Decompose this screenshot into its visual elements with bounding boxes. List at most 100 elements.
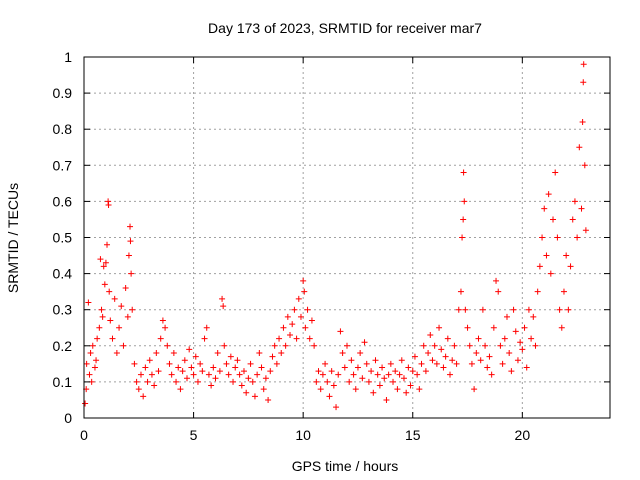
data-point (411, 353, 418, 360)
data-point (357, 350, 364, 357)
data-point (475, 335, 482, 342)
data-point (457, 288, 464, 295)
data-point (468, 360, 475, 367)
data-point (223, 360, 230, 367)
data-point (574, 234, 581, 241)
data-point (554, 234, 561, 241)
x-tick-label: 20 (515, 427, 531, 443)
data-point (83, 360, 90, 367)
data-point (346, 378, 353, 385)
data-point (102, 259, 109, 266)
data-point (140, 393, 147, 400)
data-point (497, 342, 504, 349)
data-point (254, 371, 261, 378)
data-point (501, 335, 508, 342)
data-point (85, 299, 92, 306)
data-point (407, 382, 414, 389)
data-point (302, 324, 309, 331)
data-point (188, 364, 195, 371)
data-point (512, 328, 519, 335)
data-point (385, 371, 392, 378)
data-point (471, 386, 478, 393)
data-point (460, 169, 467, 176)
data-point (449, 357, 456, 364)
data-point (493, 277, 500, 284)
data-point (460, 216, 467, 223)
data-point (350, 371, 357, 378)
data-point (368, 368, 375, 375)
data-point (210, 364, 217, 371)
data-point (184, 375, 191, 382)
data-point (339, 350, 346, 357)
data-point (118, 303, 125, 310)
data-point (396, 371, 403, 378)
data-point (208, 382, 215, 389)
y-tick-label: 0.2 (53, 338, 73, 354)
data-point (499, 360, 506, 367)
data-point (267, 368, 274, 375)
data-point (462, 306, 469, 313)
data-point (319, 371, 326, 378)
data-point (436, 324, 443, 331)
y-tick-label: 0.9 (53, 85, 73, 101)
data-point (519, 346, 526, 353)
data-point (330, 382, 337, 389)
data-point (133, 378, 140, 385)
data-point (420, 342, 427, 349)
data-point (459, 234, 466, 241)
data-point (466, 342, 473, 349)
data-point (379, 364, 386, 371)
data-point (525, 306, 532, 313)
data-point (101, 281, 108, 288)
data-points (82, 61, 589, 411)
data-point (190, 371, 197, 378)
data-point (582, 227, 589, 234)
data-point (372, 357, 379, 364)
data-point (311, 342, 318, 349)
y-tick-label: 0.8 (53, 121, 73, 137)
data-point (232, 364, 239, 371)
data-point (120, 342, 127, 349)
data-point (461, 198, 468, 205)
data-point (262, 375, 269, 382)
chart-title: Day 173 of 2023, SRMTID for receiver mar… (208, 20, 482, 36)
data-point (539, 234, 546, 241)
data-point (304, 306, 311, 313)
data-point (131, 360, 138, 367)
data-point (563, 252, 570, 259)
data-point (427, 331, 434, 338)
data-point (523, 364, 530, 371)
data-point (403, 389, 410, 396)
y-tick-label: 0.1 (53, 374, 73, 390)
data-point (104, 241, 111, 248)
data-point (569, 216, 576, 223)
data-point (96, 324, 103, 331)
data-point (365, 378, 372, 385)
data-point (82, 400, 89, 407)
data-point (464, 324, 471, 331)
data-point (394, 386, 401, 393)
data-point (453, 360, 460, 367)
data-point (473, 350, 480, 357)
data-point (359, 375, 366, 382)
data-point (265, 396, 272, 403)
data-point (433, 360, 440, 367)
data-point (144, 378, 151, 385)
axis-ticks: 0 5 10 15 20 0 0.1 0.2 0.3 0.4 0.5 0.6 0.7 0.8 0.9 1 (53, 49, 610, 443)
data-point (179, 368, 186, 375)
data-point (212, 375, 219, 382)
data-point (122, 285, 129, 292)
data-point (425, 350, 432, 357)
data-point (431, 342, 438, 349)
data-point (181, 357, 188, 364)
data-point (414, 371, 421, 378)
data-point (547, 270, 554, 277)
data-point (93, 357, 100, 364)
data-point (87, 350, 94, 357)
data-point (98, 306, 105, 313)
data-point (341, 364, 348, 371)
data-point (510, 306, 517, 313)
data-point (153, 350, 160, 357)
data-point (363, 360, 370, 367)
data-point (192, 353, 199, 360)
